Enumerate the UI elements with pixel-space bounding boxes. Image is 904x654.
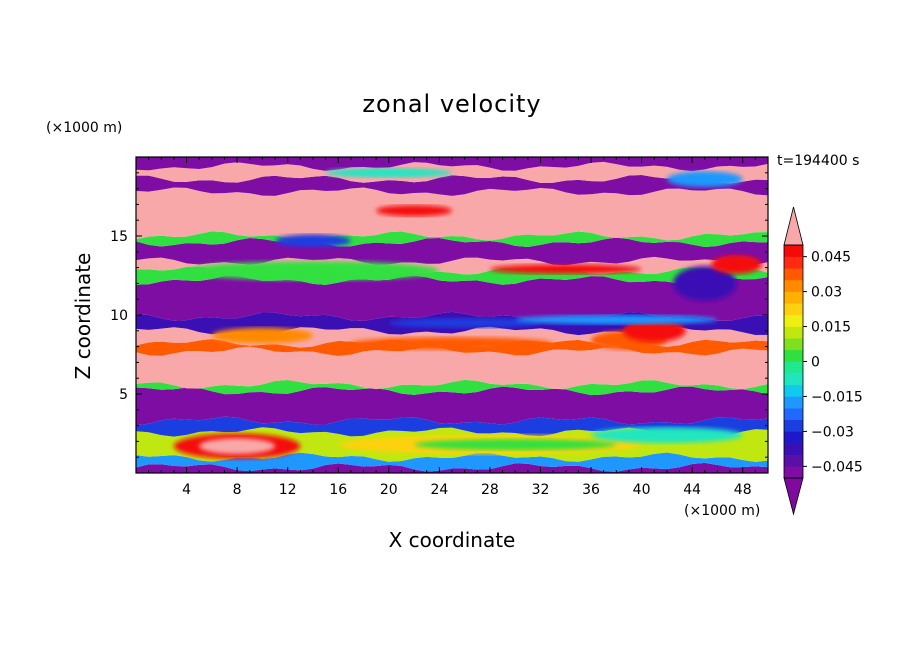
contour-field <box>136 157 768 473</box>
colorbar-tick-label: 0 <box>811 355 820 371</box>
colorbar-swatch <box>784 373 803 386</box>
colorbar-swatch <box>784 291 803 304</box>
y-axis: 5 10 15 <box>110 172 768 458</box>
colorbar-over-triangle <box>783 206 804 246</box>
x-tick-label: 16 <box>329 482 347 498</box>
field-feature <box>186 261 440 281</box>
field-feature <box>666 171 743 188</box>
colorbar-swatch <box>784 396 803 409</box>
y-tick-label: 5 <box>119 387 128 403</box>
x-tick-label: 4 <box>182 482 191 498</box>
x-unit-label: (×1000 m) <box>684 503 761 519</box>
field-feature <box>711 254 762 274</box>
x-axis-label: X coordinate <box>388 528 516 552</box>
contour-band <box>136 416 768 437</box>
contour-band <box>136 379 768 396</box>
contour-band <box>136 275 768 322</box>
colorbar-under-triangle <box>783 477 804 516</box>
x-tick-label: 20 <box>380 482 398 498</box>
colorbar-swatch <box>784 314 803 327</box>
y-tick-label: 10 <box>110 308 128 324</box>
colorbar-swatch <box>784 454 803 467</box>
colorbar-swatch <box>784 349 803 362</box>
contour-band <box>136 231 768 247</box>
x-tick-label: 28 <box>481 482 499 498</box>
colorbar-tick-label: −0.03 <box>811 424 854 440</box>
contour-band <box>136 386 768 426</box>
colorbar-swatch <box>784 443 803 455</box>
colorbar-tick-label: 0.03 <box>811 285 842 301</box>
colorbar-tick-label: −0.015 <box>811 389 863 405</box>
colorbar-swatch <box>784 431 803 444</box>
contour-band <box>136 161 768 184</box>
contour-band <box>136 157 768 172</box>
contour-band <box>136 266 768 285</box>
colorbar-swatch <box>784 326 803 339</box>
field-feature <box>622 319 686 342</box>
contour-band <box>136 187 768 241</box>
x-tick-label: 48 <box>734 482 752 498</box>
colorbar-tick-label: 0.045 <box>811 250 851 266</box>
colorbar-swatch <box>784 303 803 316</box>
contour-band <box>136 346 768 390</box>
colorbar-swatch <box>784 466 803 479</box>
colorbar-swatch <box>784 245 803 257</box>
colorbar-swatch <box>784 384 803 397</box>
contour-band <box>136 175 768 196</box>
field-feature <box>350 337 554 350</box>
contour-band <box>136 462 768 473</box>
field-feature <box>376 205 452 217</box>
x-tick-label: 40 <box>633 482 651 498</box>
x-tick-label: 32 <box>532 482 550 498</box>
contour-band <box>136 452 768 472</box>
field-feature <box>591 427 743 443</box>
field-feature <box>489 264 642 274</box>
field-feature <box>325 168 452 178</box>
colorbar-swatch <box>784 361 803 374</box>
field-feature <box>199 438 276 455</box>
colorbar: 0.045 0.03 0.015 0 −0.015 −0.03 −0.045 <box>783 206 863 516</box>
y-unit-label: (×1000 m) <box>46 120 123 136</box>
colorbar-tick-label: 0.015 <box>811 320 851 336</box>
colorbar-swatch <box>784 338 803 351</box>
colorbar-swatch <box>784 256 803 269</box>
x-axis: 4 8 12 16 20 24 28 32 36 40 44 48 <box>148 157 756 498</box>
x-tick-label: 8 <box>233 482 242 498</box>
x-tick-label: 12 <box>279 482 297 498</box>
time-label: t=194400 s <box>777 153 860 169</box>
field-feature <box>515 315 718 325</box>
field-feature <box>211 327 313 344</box>
x-tick-label: 44 <box>683 482 701 498</box>
field-feature <box>414 439 617 451</box>
field-feature <box>388 318 541 328</box>
field-feature <box>275 234 351 248</box>
field-feature <box>673 266 737 301</box>
colorbar-swatch <box>784 279 803 292</box>
colorbar-swatch <box>784 268 803 281</box>
y-axis-label: Z coordinate <box>71 252 95 380</box>
x-tick-label: 36 <box>582 482 600 498</box>
colorbar-swatch <box>784 419 803 432</box>
colorbar-tick-label: −0.045 <box>811 459 863 475</box>
colorbar-swatch <box>784 408 803 421</box>
chart-title: zonal velocity <box>362 90 542 118</box>
y-tick-label: 15 <box>110 229 128 245</box>
x-tick-label: 24 <box>430 482 448 498</box>
